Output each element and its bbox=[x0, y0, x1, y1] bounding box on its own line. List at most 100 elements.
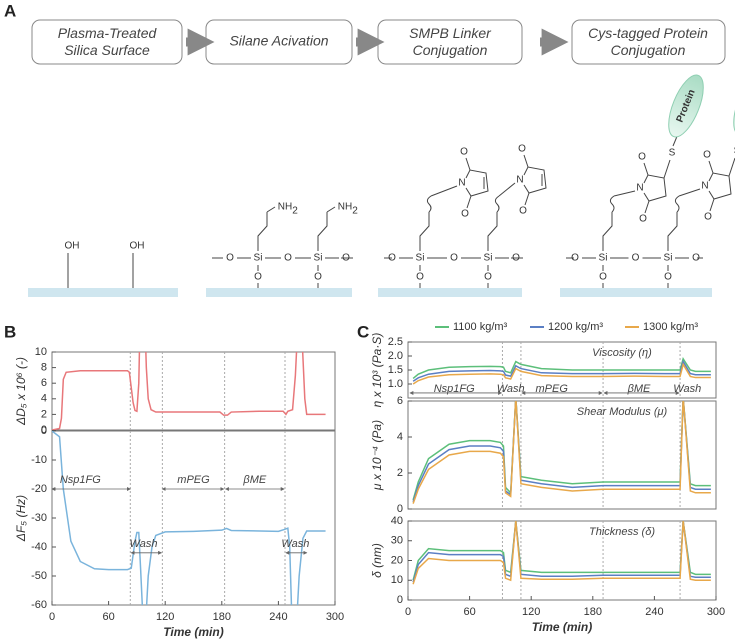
series-line bbox=[412, 362, 711, 385]
chem-label: Si bbox=[599, 253, 608, 264]
x-axis-label: Time (min) bbox=[163, 625, 223, 639]
y-tick-label: -60 bbox=[31, 599, 47, 611]
x-axis-label: Time (min) bbox=[532, 620, 592, 634]
bond bbox=[643, 174, 667, 202]
y-tick-label: 1.0 bbox=[388, 378, 403, 390]
chem-label: O bbox=[460, 147, 468, 158]
x-tick-label: 180 bbox=[213, 611, 231, 623]
series-line bbox=[412, 356, 711, 379]
annotation: Wash bbox=[130, 538, 158, 550]
bond bbox=[466, 195, 472, 209]
plot-frame bbox=[407, 400, 717, 510]
chem-label: O bbox=[254, 272, 262, 283]
chem-label: NH bbox=[278, 202, 292, 213]
panel-label: C bbox=[357, 322, 369, 341]
step-text: Plasma-Treated Silica Surface bbox=[58, 25, 158, 58]
y-tick-label: 0 bbox=[41, 425, 47, 437]
substrate bbox=[378, 288, 522, 297]
bond bbox=[674, 195, 680, 213]
chem-label: O bbox=[664, 272, 672, 283]
bond bbox=[494, 195, 500, 213]
y-tick-label: 0 bbox=[41, 424, 47, 436]
chem-label: Si bbox=[484, 253, 493, 264]
bond bbox=[728, 157, 735, 177]
y-tick-label: 20 bbox=[391, 554, 403, 566]
chart-title: Thickness (δ) bbox=[589, 526, 655, 538]
workflow: Plasma-Treated Silica Surface Silane Aciv… bbox=[31, 19, 726, 65]
chem-label: OH bbox=[130, 241, 145, 252]
bond bbox=[708, 172, 732, 200]
y-tick-label: 8 bbox=[41, 362, 47, 374]
y-axis-label: ΔD₅ x 10⁶ (-) bbox=[14, 357, 28, 426]
series-line bbox=[52, 352, 326, 430]
chem-label: NH bbox=[338, 202, 352, 213]
step-text: Silane Acivation bbox=[229, 33, 328, 49]
bond bbox=[609, 195, 615, 213]
chem-label: O bbox=[638, 152, 646, 163]
y-tick-label: 1.5 bbox=[388, 364, 403, 376]
chem-label: N bbox=[458, 178, 465, 189]
bond bbox=[644, 200, 650, 214]
chart-title: Shear Modulus (μ) bbox=[577, 406, 668, 418]
x-tick-label: 300 bbox=[707, 606, 725, 618]
y-tick-label: -50 bbox=[31, 570, 47, 582]
x-tick-label: 300 bbox=[326, 611, 344, 623]
y-tick-label: 2 bbox=[397, 467, 403, 479]
bond bbox=[317, 212, 328, 251]
bond bbox=[643, 162, 649, 176]
chem-label: O bbox=[599, 272, 607, 283]
chem-label: O bbox=[450, 253, 458, 264]
chem-label: O bbox=[226, 253, 234, 264]
x-tick-label: 60 bbox=[463, 606, 475, 618]
chem-label: O bbox=[519, 206, 527, 217]
y-tick-label: 6 bbox=[41, 377, 47, 389]
chem-label: O bbox=[284, 253, 292, 264]
bond bbox=[524, 192, 530, 206]
step-text: SMPB Linker Conjugation bbox=[409, 25, 492, 58]
chem-label: O bbox=[388, 253, 396, 264]
chem-label: O bbox=[518, 144, 526, 155]
chem-label: O bbox=[692, 253, 700, 264]
substrate bbox=[560, 288, 712, 297]
chem-label: O bbox=[704, 212, 712, 223]
chem-label: N bbox=[636, 183, 643, 194]
bond bbox=[266, 206, 276, 213]
x-tick-label: 240 bbox=[645, 606, 663, 618]
bond bbox=[523, 166, 547, 194]
step-box bbox=[571, 19, 726, 65]
protein bbox=[668, 74, 704, 138]
series-line bbox=[412, 521, 711, 585]
y-tick-label: 2.0 bbox=[388, 350, 403, 362]
x-tick-label: 60 bbox=[102, 611, 114, 623]
y-tick-label: 0 bbox=[397, 503, 403, 515]
panel-label: A bbox=[4, 1, 16, 20]
bond bbox=[678, 188, 701, 197]
panel-label: B bbox=[4, 322, 16, 341]
bond bbox=[326, 206, 336, 213]
chem-label: O bbox=[632, 253, 640, 264]
chem-label: O bbox=[571, 253, 579, 264]
legend-label: 1200 kg/m³ bbox=[548, 321, 603, 333]
bond bbox=[426, 195, 432, 213]
bond bbox=[419, 212, 430, 251]
y-tick-label: 0 bbox=[397, 594, 403, 606]
bond bbox=[465, 157, 471, 171]
y-axis-label: μ x 10⁻⁴ (Pa) bbox=[370, 420, 384, 491]
protein bbox=[733, 72, 735, 136]
y-tick-label: 4 bbox=[397, 431, 403, 443]
chem-label: S bbox=[734, 146, 735, 157]
annotation: βME bbox=[242, 474, 266, 486]
bond bbox=[667, 212, 678, 251]
chart-title: Viscosity (η) bbox=[592, 347, 652, 359]
bond bbox=[487, 212, 498, 251]
annotation: Wash bbox=[497, 383, 525, 395]
chem-label: 2 bbox=[352, 206, 358, 217]
chem-label: N bbox=[701, 181, 708, 192]
chem-label: O bbox=[484, 272, 492, 283]
chem-label: Si bbox=[314, 253, 323, 264]
y-tick-label: 40 bbox=[391, 515, 403, 527]
y-tick-label: -30 bbox=[31, 512, 47, 524]
y-axis-label: ΔF₅ (Hz) bbox=[14, 495, 28, 542]
